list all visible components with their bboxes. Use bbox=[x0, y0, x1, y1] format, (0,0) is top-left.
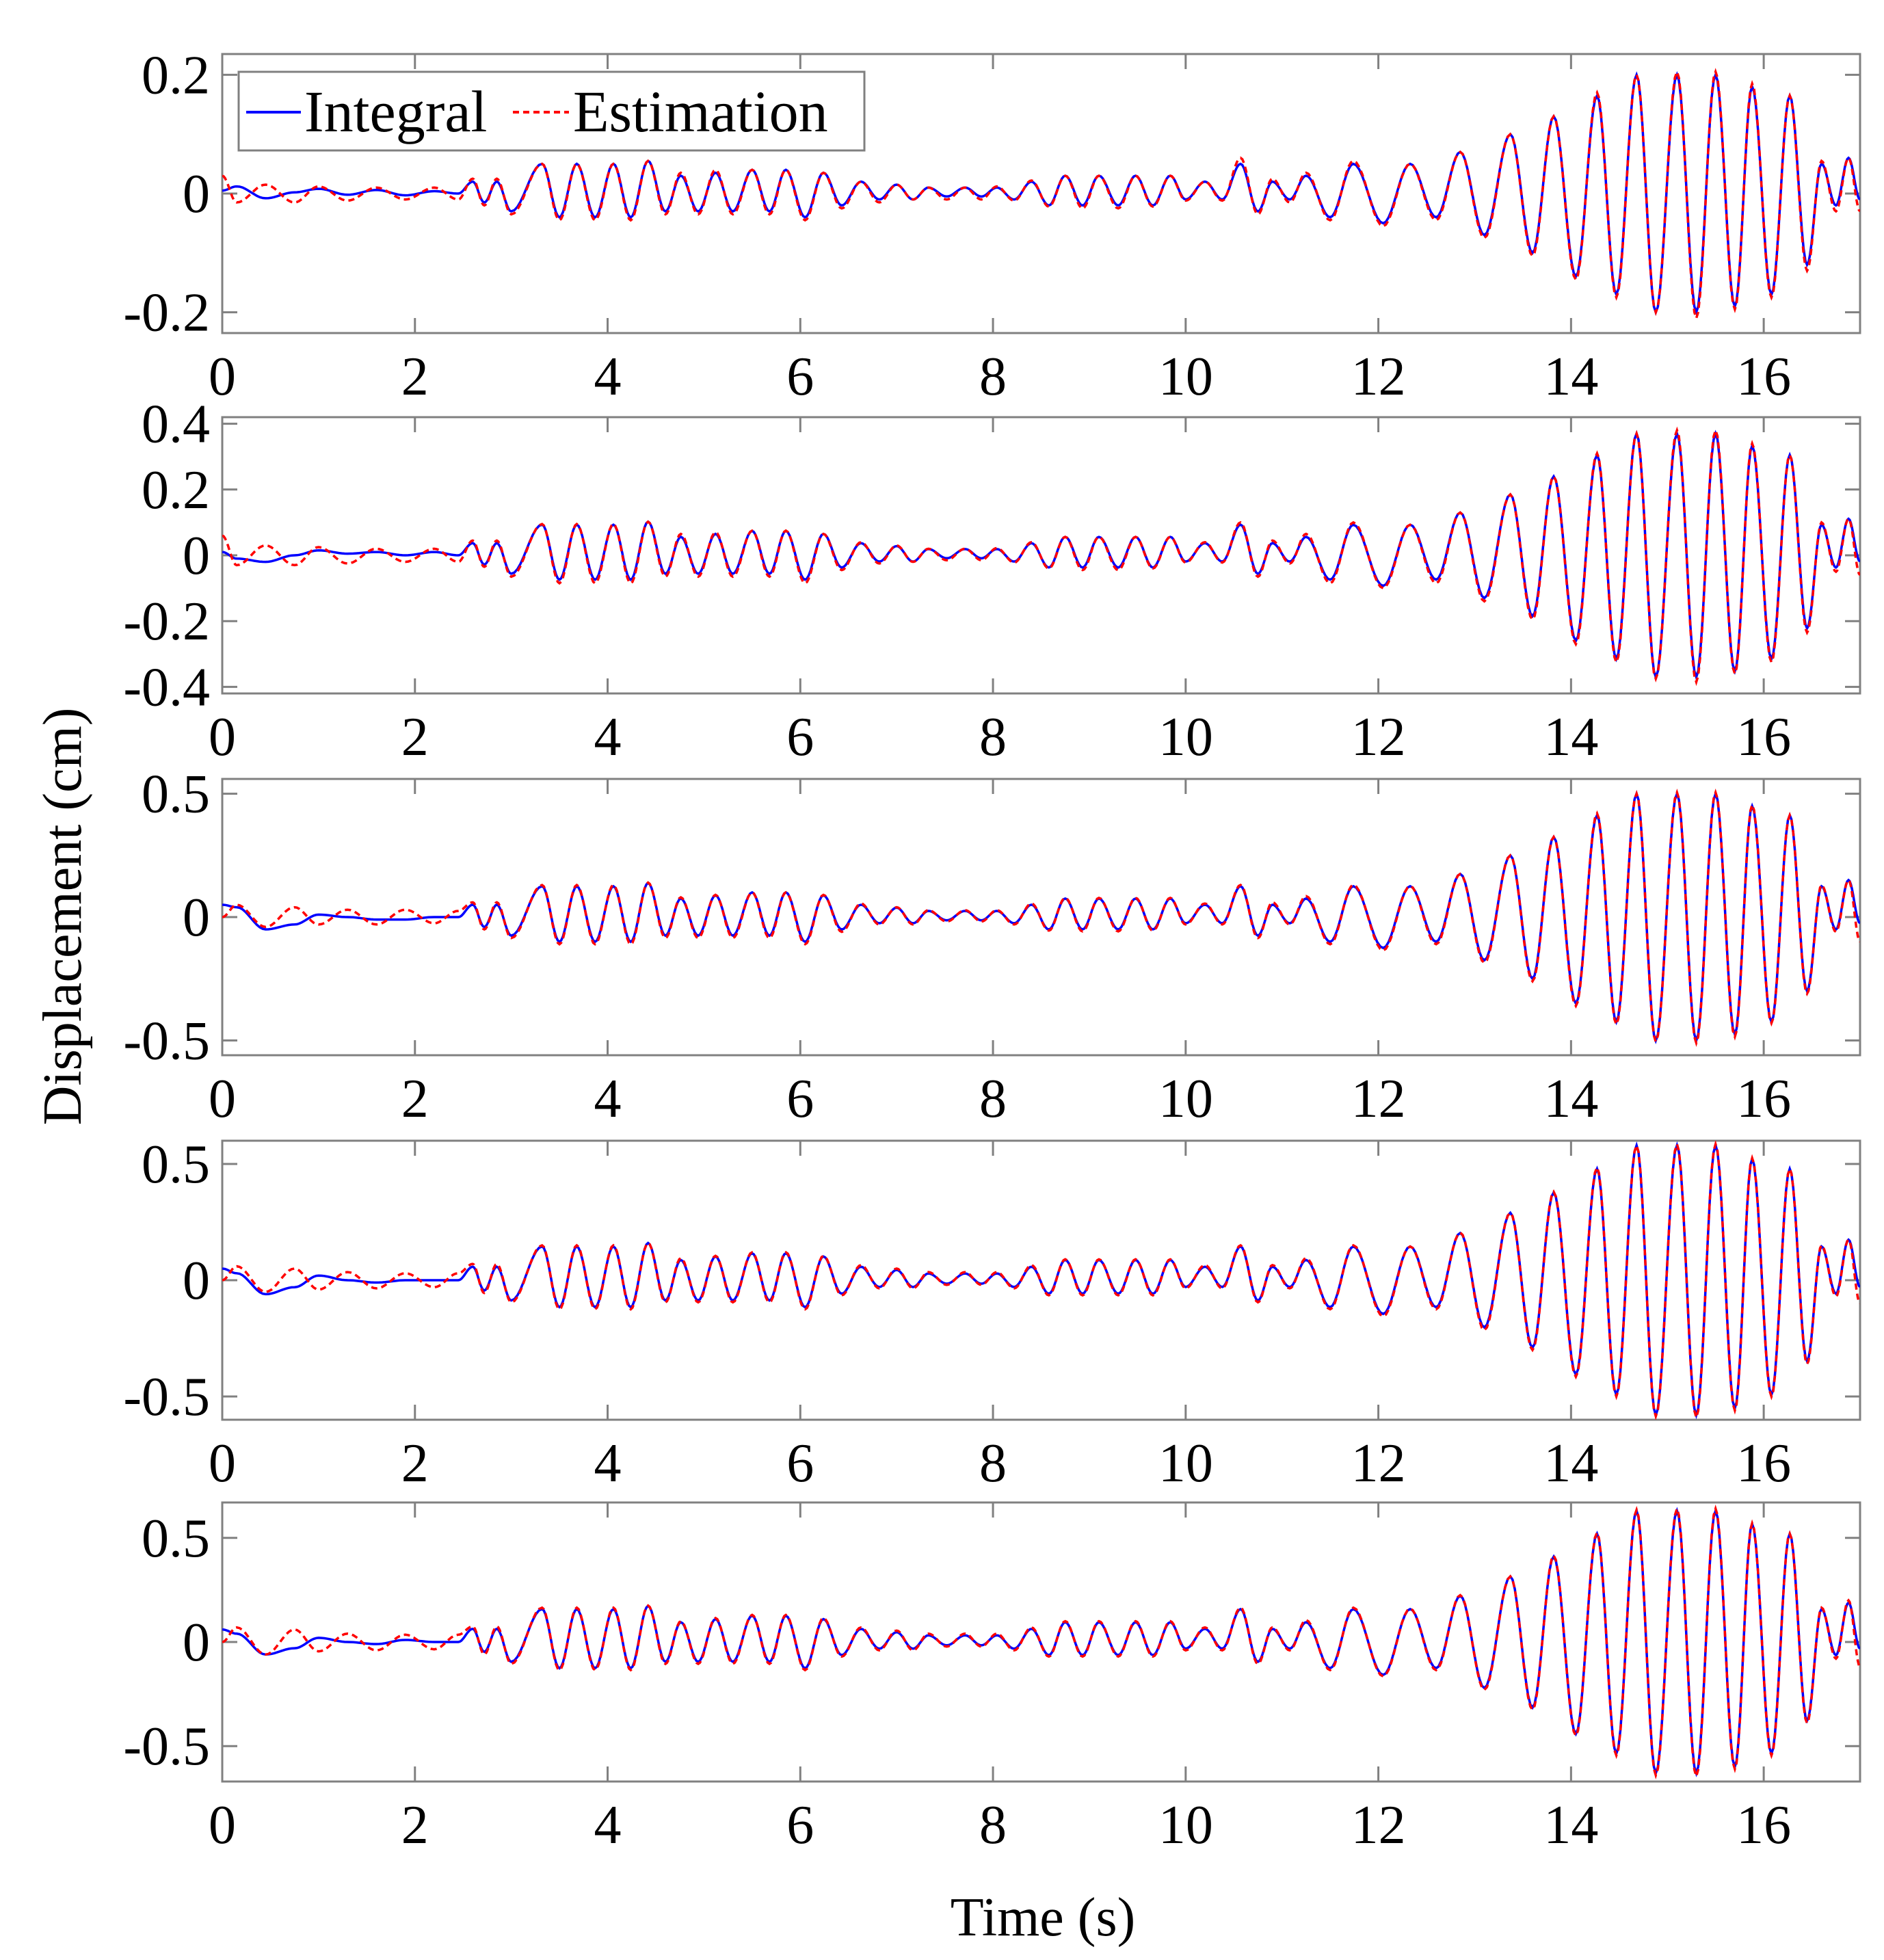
x-tick-label: 0 bbox=[209, 707, 236, 767]
y-tick-label: -0.2 bbox=[123, 283, 210, 343]
y-tick-label: 0.5 bbox=[142, 1135, 210, 1195]
series-estimation-line bbox=[222, 68, 1860, 323]
x-tick-label: 10 bbox=[1158, 1069, 1213, 1129]
x-tick-label: 10 bbox=[1158, 1795, 1213, 1855]
series-estimation-line bbox=[222, 1141, 1860, 1420]
x-tick-label: 10 bbox=[1158, 347, 1213, 407]
y-tick-label: 0 bbox=[183, 1251, 210, 1311]
y-tick-label: 0 bbox=[183, 888, 210, 948]
y-tick-label: 0.4 bbox=[142, 395, 210, 455]
y-tick-label: -0.5 bbox=[123, 1717, 210, 1777]
x-tick-label: 0 bbox=[209, 1433, 236, 1494]
y-tick-label: -0.2 bbox=[123, 592, 210, 652]
x-tick-label: 6 bbox=[786, 347, 814, 407]
x-tick-label: 12 bbox=[1351, 347, 1406, 407]
x-tick-label: 16 bbox=[1736, 347, 1791, 407]
x-tick-label: 8 bbox=[979, 1433, 1007, 1494]
x-tick-label: 6 bbox=[786, 1433, 814, 1494]
x-tick-label: 6 bbox=[786, 1795, 814, 1855]
x-tick-label: 16 bbox=[1736, 1795, 1791, 1855]
x-tick-label: 2 bbox=[401, 1795, 429, 1855]
x-tick-label: 12 bbox=[1351, 1069, 1406, 1129]
subplot-4: 0 2 4 6 8 10 12 14 16-0.500.5 bbox=[123, 1135, 1861, 1494]
x-tick-label: 0 bbox=[209, 347, 236, 407]
legend-integral-label: Integral bbox=[304, 79, 487, 144]
x-tick-label: 12 bbox=[1351, 707, 1406, 767]
x-tick-label: 0 bbox=[209, 1795, 236, 1855]
x-tick-label: 0 bbox=[209, 1069, 236, 1129]
y-tick-label: 0 bbox=[183, 526, 210, 586]
legend-box bbox=[237, 70, 866, 152]
subplot-2: 0 2 4 6 8 10 12 14 16-0.4-0.200.20.4 bbox=[123, 395, 1861, 767]
x-tick-label: 14 bbox=[1543, 1795, 1598, 1855]
x-tick-label: 14 bbox=[1543, 1433, 1598, 1494]
x-tick-label: 10 bbox=[1158, 707, 1213, 767]
x-tick-label: 8 bbox=[979, 1795, 1007, 1855]
legend-estimation-label: Estimation bbox=[573, 79, 828, 144]
y-tick-label: -0.4 bbox=[123, 657, 210, 717]
x-tick-label: 2 bbox=[401, 707, 429, 767]
y-tick-label: -0.5 bbox=[123, 1367, 210, 1427]
legend: Integral Estimation bbox=[237, 70, 866, 152]
y-tick-label: 0 bbox=[183, 1613, 210, 1673]
y-tick-label: 0.5 bbox=[142, 765, 210, 825]
x-axis-label: Time (s) bbox=[951, 1888, 1135, 1948]
x-tick-label: 12 bbox=[1351, 1795, 1406, 1855]
x-tick-label: 4 bbox=[594, 1069, 622, 1129]
x-tick-label: 4 bbox=[594, 1433, 622, 1494]
x-tick-label: 10 bbox=[1158, 1433, 1213, 1494]
x-tick-label: 2 bbox=[401, 347, 429, 407]
x-tick-label: 2 bbox=[401, 1433, 429, 1494]
y-tick-label: -0.5 bbox=[123, 1011, 210, 1071]
x-tick-label: 14 bbox=[1543, 1069, 1598, 1129]
x-tick-label: 8 bbox=[979, 1069, 1007, 1129]
y-axis-label: Displacement (cm) bbox=[33, 708, 93, 1126]
x-tick-label: 14 bbox=[1543, 347, 1598, 407]
x-tick-label: 8 bbox=[979, 707, 1007, 767]
y-tick-label: 0.2 bbox=[142, 45, 210, 105]
y-tick-label: 0.5 bbox=[142, 1509, 210, 1569]
x-tick-label: 16 bbox=[1736, 1433, 1791, 1494]
series-estimation-line bbox=[222, 788, 1860, 1047]
x-tick-label: 14 bbox=[1543, 707, 1598, 767]
subplot-5: 0 2 4 6 8 10 12 14 16 -0.5 0 0.5 bbox=[123, 1501, 1861, 1855]
x-tick-label: 4 bbox=[594, 707, 622, 767]
x-tick-label: 12 bbox=[1351, 1433, 1406, 1494]
x-tick-label: 4 bbox=[594, 1795, 622, 1855]
y-tick-label: 0.2 bbox=[142, 460, 210, 520]
y-tick-label: 0 bbox=[183, 164, 210, 224]
x-tick-label: 16 bbox=[1736, 1069, 1791, 1129]
x-tick-label: 2 bbox=[401, 1069, 429, 1129]
x-tick-label: 4 bbox=[594, 347, 622, 407]
series-estimation-line bbox=[222, 426, 1860, 687]
x-tick-label: 8 bbox=[979, 347, 1007, 407]
x-tick-label: 6 bbox=[786, 1069, 814, 1129]
subplot-3: 0 2 4 6 8 10 12 14 16-0.500.5 bbox=[123, 765, 1861, 1129]
x-tick-label: 16 bbox=[1736, 707, 1791, 767]
x-tick-label: 6 bbox=[786, 707, 814, 767]
